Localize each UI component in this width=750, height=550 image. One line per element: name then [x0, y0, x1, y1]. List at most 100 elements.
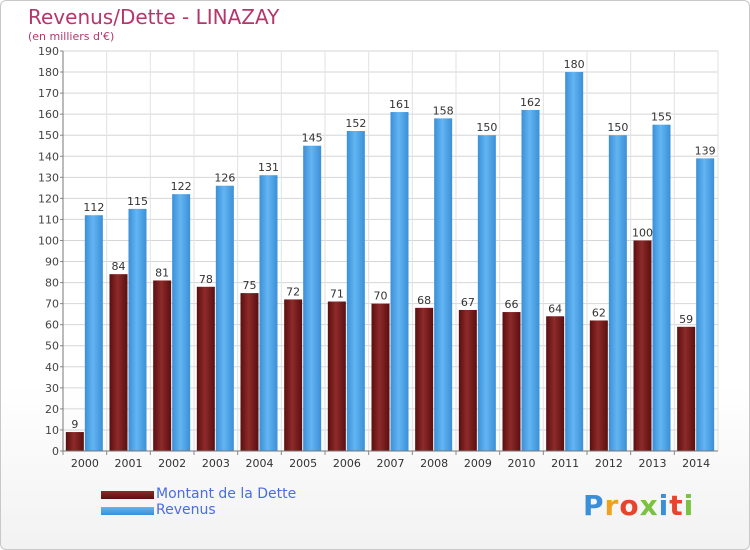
- bar-revenus: [565, 72, 584, 451]
- data-label: 162: [520, 96, 541, 109]
- data-label: 100: [632, 226, 653, 239]
- y-tick-label: 110: [38, 213, 59, 226]
- data-label: 59: [679, 313, 693, 326]
- bar-revenus: [390, 112, 409, 451]
- bar-dette: [633, 240, 652, 451]
- data-label: 81: [155, 266, 169, 279]
- data-label: 72: [286, 285, 300, 298]
- x-tick-label: 2002: [158, 457, 186, 470]
- legend-label-revenus: Revenus: [156, 502, 216, 518]
- legend-label-debt: Montant de la Dette: [156, 486, 297, 502]
- bar-dette: [196, 286, 215, 451]
- bar-revenus: [652, 124, 671, 452]
- data-label: 152: [345, 117, 366, 130]
- bar-dette: [502, 312, 521, 451]
- y-tick-label: 70: [45, 298, 59, 311]
- bars: [65, 72, 715, 452]
- data-label: 78: [199, 273, 213, 286]
- bar-revenus: [84, 215, 103, 451]
- bar-revenus: [172, 194, 191, 451]
- bar-revenus: [608, 135, 627, 452]
- data-label: 139: [695, 144, 716, 157]
- data-label: 155: [651, 111, 672, 124]
- y-tick-label: 10: [45, 424, 59, 437]
- logo-letter: x: [639, 489, 659, 522]
- x-tick-label: 2008: [420, 457, 448, 470]
- y-tick-label: 60: [45, 319, 59, 332]
- bar-revenus: [303, 145, 322, 451]
- y-tick-label: 160: [38, 108, 59, 121]
- y-tick-label: 100: [38, 234, 59, 247]
- data-label: 68: [417, 294, 431, 307]
- bar-dette: [371, 303, 390, 451]
- data-label: 126: [214, 172, 235, 185]
- bar-revenus: [434, 118, 453, 452]
- data-labels: 9 112 84 115 81 122 78 126 75 131 72 145 71 152 70 161 6…: [71, 58, 715, 431]
- bar-revenus: [259, 175, 278, 452]
- logo-letter: t: [669, 489, 684, 522]
- x-tick-label: 2000: [71, 457, 99, 470]
- y-tick-label: 170: [38, 87, 59, 100]
- y-tick-label: 40: [45, 361, 59, 374]
- data-label: 67: [461, 296, 475, 309]
- y-tick-label: 120: [38, 192, 59, 205]
- bar-revenus: [128, 208, 147, 451]
- data-label: 150: [476, 121, 497, 134]
- data-label: 161: [389, 98, 410, 111]
- data-label: 62: [592, 306, 606, 319]
- x-tick-label: 2001: [115, 457, 143, 470]
- y-tick-label: 0: [52, 445, 59, 458]
- logo-letter: r: [604, 489, 620, 522]
- x-tick-label: 2012: [595, 457, 623, 470]
- chart-title: Revenus/Dette - LINAZAY: [28, 5, 280, 29]
- bar-revenus: [696, 158, 715, 452]
- bar-revenus: [477, 135, 496, 452]
- bar-revenus: [215, 185, 234, 451]
- x-tick-label: 2013: [639, 457, 667, 470]
- x-tick-label: 2003: [202, 457, 230, 470]
- x-tick-label: 2004: [246, 457, 274, 470]
- bar-dette: [284, 299, 303, 451]
- axes: 0 10 20 30 40 50 60 70 80 90 100 110 120 130 140 150 160…: [38, 45, 718, 470]
- y-tick-label: 180: [38, 66, 59, 79]
- x-tick-label: 2009: [464, 457, 492, 470]
- y-tick-label: 130: [38, 171, 59, 184]
- bar-dette: [458, 309, 477, 451]
- bar-dette: [415, 307, 434, 451]
- x-tick-label: 2011: [551, 457, 579, 470]
- y-tick-label: 20: [45, 403, 59, 416]
- bar-dette: [677, 326, 696, 451]
- y-tick-label: 50: [45, 340, 59, 353]
- y-tick-label: 190: [38, 45, 59, 58]
- data-label: 115: [127, 195, 148, 208]
- data-label: 66: [505, 298, 519, 311]
- y-tick-label: 140: [38, 150, 59, 163]
- data-label: 84: [112, 260, 126, 273]
- x-tick-label: 2006: [333, 457, 361, 470]
- bar-dette: [65, 432, 84, 451]
- legend-swatch-revenus: [101, 507, 154, 515]
- data-label: 180: [564, 58, 585, 71]
- y-tick-label: 80: [45, 277, 59, 290]
- logo-letter: o: [619, 489, 640, 522]
- data-label: 112: [83, 201, 104, 214]
- data-label: 75: [243, 279, 257, 292]
- x-tick-label: 2005: [289, 457, 317, 470]
- bar-dette: [153, 280, 172, 451]
- data-label: 64: [548, 302, 562, 315]
- data-label: 122: [171, 180, 192, 193]
- bar-revenus: [521, 109, 540, 452]
- logo-letter: i: [683, 489, 695, 522]
- data-label: 71: [330, 288, 344, 301]
- bar-dette: [327, 301, 346, 451]
- proxiti-logo: Proxiti: [583, 489, 694, 522]
- y-tick-label: 150: [38, 129, 59, 142]
- x-tick-label: 2007: [377, 457, 405, 470]
- logo-letter: i: [658, 489, 670, 522]
- y-tick-label: 30: [45, 382, 59, 395]
- bar-revenus: [346, 131, 365, 451]
- chart-subtitle: (en milliers d'€): [28, 30, 115, 43]
- bar-dette: [240, 293, 259, 451]
